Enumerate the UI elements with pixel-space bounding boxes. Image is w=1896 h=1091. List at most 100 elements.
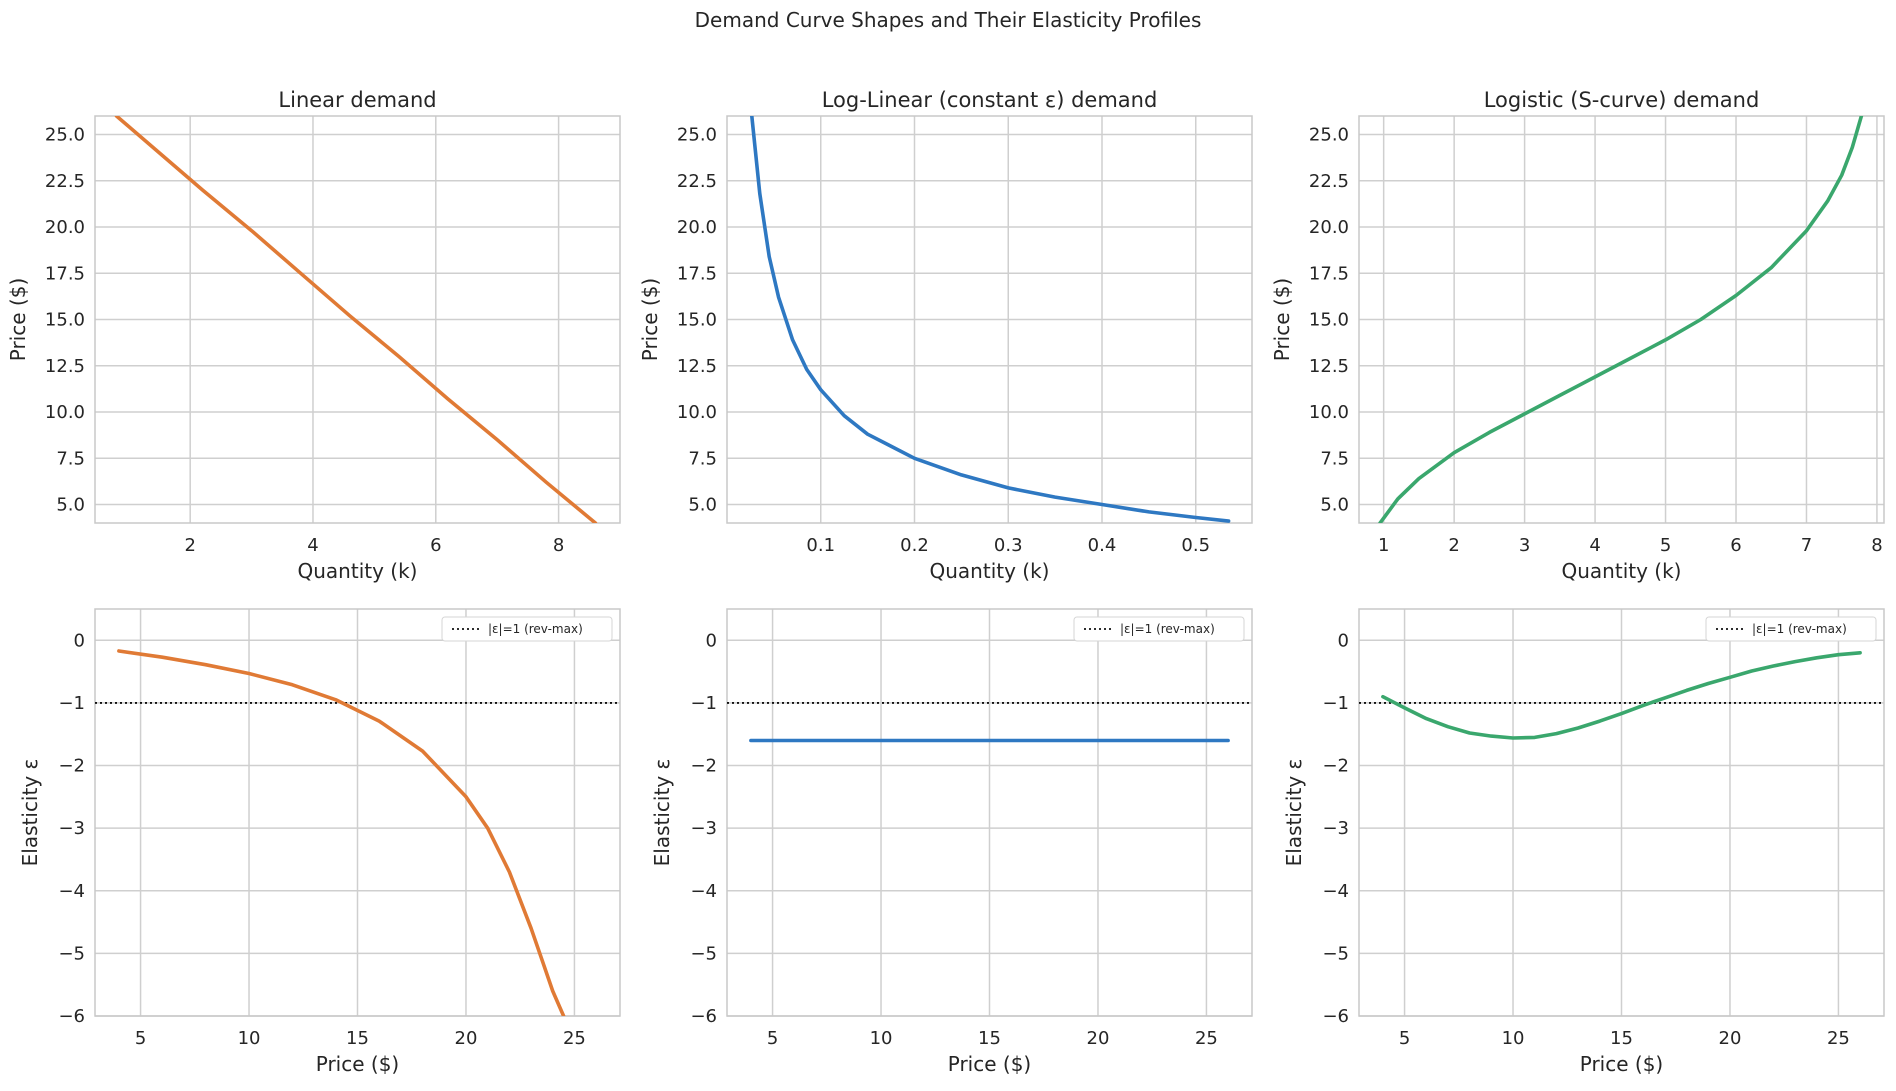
series-line (117, 649, 566, 1016)
y-tick-label: 5.0 (1320, 495, 1349, 516)
x-tick-label: 6 (430, 535, 441, 556)
legend: |ε|=1 (rev-max) (441, 616, 613, 642)
x-tick-label: 5 (1660, 535, 1671, 556)
y-tick-label: 0 (1338, 630, 1349, 651)
plot-frame (1358, 115, 1885, 524)
y-tick-label: 12.5 (677, 356, 717, 377)
x-tick-label: 7 (1801, 535, 1812, 556)
y-tick-label: −6 (58, 1006, 85, 1027)
x-tick-label: 3 (1519, 535, 1530, 556)
x-tick-label: 8 (553, 535, 564, 556)
y-tick-label: −5 (690, 943, 717, 964)
chart-panel-linear-elasticity: 5 10 15 20 25 −6 −5 −4 −3 −2 −1 0 Price ($) Elasticit… (18, 608, 621, 1076)
x-axis-label: Price ($) (1580, 1052, 1663, 1076)
y-tick-label: 0 (706, 630, 717, 651)
x-tick-label: 20 (1087, 1028, 1110, 1049)
x-tick-label: 5 (767, 1028, 778, 1049)
y-tick-label: 20.0 (45, 217, 85, 238)
chart-panel-loglinear-elasticity: 5 10 15 20 25 −6 −5 −4 −3 −2 −1 0 Price ($) Elasticit… (650, 608, 1253, 1076)
panel-title: Logistic (S-curve) demand (1484, 88, 1760, 112)
y-tick-label: −6 (690, 1006, 717, 1027)
y-tick-label: −4 (1322, 881, 1349, 902)
series-line (1378, 116, 1864, 523)
x-tick-label: 0.4 (1088, 535, 1117, 556)
series-line (114, 116, 598, 523)
plot-frame (94, 115, 621, 524)
x-axis-label: Quantity (k) (1562, 559, 1682, 583)
y-tick-label: 10.0 (1309, 402, 1349, 423)
x-tick-label: 2 (1448, 535, 1459, 556)
x-tick-label: 10 (1502, 1028, 1525, 1049)
legend: |ε|=1 (rev-max) (1073, 616, 1245, 642)
x-tick-label: 5 (135, 1028, 146, 1049)
x-tick-label: 20 (1719, 1028, 1742, 1049)
y-tick-label: 7.5 (688, 448, 717, 469)
chart-panel-logistic-demand: 1 2 3 4 5 6 7 8 5.0 7.5 10.0 12.5 15.0 17.5 20.0 22.5 25… (1270, 88, 1885, 583)
y-tick-label: −2 (58, 756, 85, 777)
y-tick-label: −4 (58, 881, 85, 902)
x-tick-label: 10 (870, 1028, 893, 1049)
x-tick-label: 25 (1195, 1028, 1218, 1049)
y-axis-label: Price ($) (1270, 278, 1294, 361)
x-axis-label: Price ($) (948, 1052, 1031, 1076)
panel-title: Linear demand (278, 88, 436, 112)
y-tick-label: 12.5 (1309, 356, 1349, 377)
y-tick-label: −5 (1322, 943, 1349, 964)
y-tick-label: −1 (1322, 693, 1349, 714)
x-tick-label: 0.1 (806, 535, 835, 556)
x-axis-label: Price ($) (316, 1052, 399, 1076)
plot-frame (726, 115, 1253, 524)
x-axis-label: Quantity (k) (930, 559, 1050, 583)
y-tick-label: 25.0 (1309, 125, 1349, 146)
x-tick-label: 20 (455, 1028, 478, 1049)
y-axis-label: Elasticity ε (18, 759, 42, 867)
x-tick-label: 0.3 (994, 535, 1023, 556)
y-tick-label: 15.0 (1309, 310, 1349, 331)
x-tick-label: 15 (1610, 1028, 1633, 1049)
x-tick-label: 1 (1378, 535, 1389, 556)
legend: |ε|=1 (rev-max) (1705, 616, 1877, 642)
y-axis-label: Price ($) (6, 278, 30, 361)
y-tick-label: −3 (58, 818, 85, 839)
y-tick-label: −1 (690, 693, 717, 714)
x-tick-label: 0.5 (1181, 535, 1210, 556)
y-tick-label: 20.0 (677, 217, 717, 238)
x-tick-label: 10 (238, 1028, 261, 1049)
x-tick-label: 5 (1399, 1028, 1410, 1049)
x-tick-label: 25 (563, 1028, 586, 1049)
legend-box (441, 616, 613, 642)
series-line (749, 116, 1231, 523)
y-tick-label: −1 (58, 693, 85, 714)
y-axis-label: Elasticity ε (650, 759, 674, 867)
y-axis-label: Price ($) (638, 278, 662, 361)
y-tick-label: 17.5 (677, 263, 717, 284)
chart-panel-loglinear-demand: 0.1 0.2 0.3 0.4 0.5 5.0 7.5 10.0 12.5 15.0 17.5 20.… (638, 88, 1253, 583)
y-tick-label: −3 (1322, 818, 1349, 839)
y-tick-label: 25.0 (45, 125, 85, 146)
y-tick-label: 17.5 (1309, 263, 1349, 284)
panel-title: Log-Linear (constant ε) demand (822, 88, 1158, 112)
y-tick-label: −5 (58, 943, 85, 964)
y-tick-label: 22.5 (677, 171, 717, 192)
y-tick-label: −2 (1322, 756, 1349, 777)
x-tick-label: 15 (978, 1028, 1001, 1049)
y-tick-label: 22.5 (45, 171, 85, 192)
y-tick-label: 12.5 (45, 356, 85, 377)
legend-box (1073, 616, 1245, 642)
y-axis-label: Elasticity ε (1282, 759, 1306, 867)
x-tick-label: 15 (346, 1028, 369, 1049)
legend-label: |ε|=1 (rev-max) (488, 622, 583, 636)
y-tick-label: 7.5 (1320, 448, 1349, 469)
x-tick-label: 2 (184, 535, 195, 556)
x-tick-label: 25 (1827, 1028, 1850, 1049)
y-tick-label: 10.0 (677, 402, 717, 423)
y-tick-label: 15.0 (45, 310, 85, 331)
y-tick-label: −6 (1322, 1006, 1349, 1027)
legend-label: |ε|=1 (rev-max) (1120, 622, 1215, 636)
y-tick-label: 15.0 (677, 310, 717, 331)
x-tick-label: 0.2 (900, 535, 929, 556)
x-tick-label: 4 (1589, 535, 1600, 556)
y-tick-label: 0 (74, 630, 85, 651)
legend-label: |ε|=1 (rev-max) (1752, 622, 1847, 636)
